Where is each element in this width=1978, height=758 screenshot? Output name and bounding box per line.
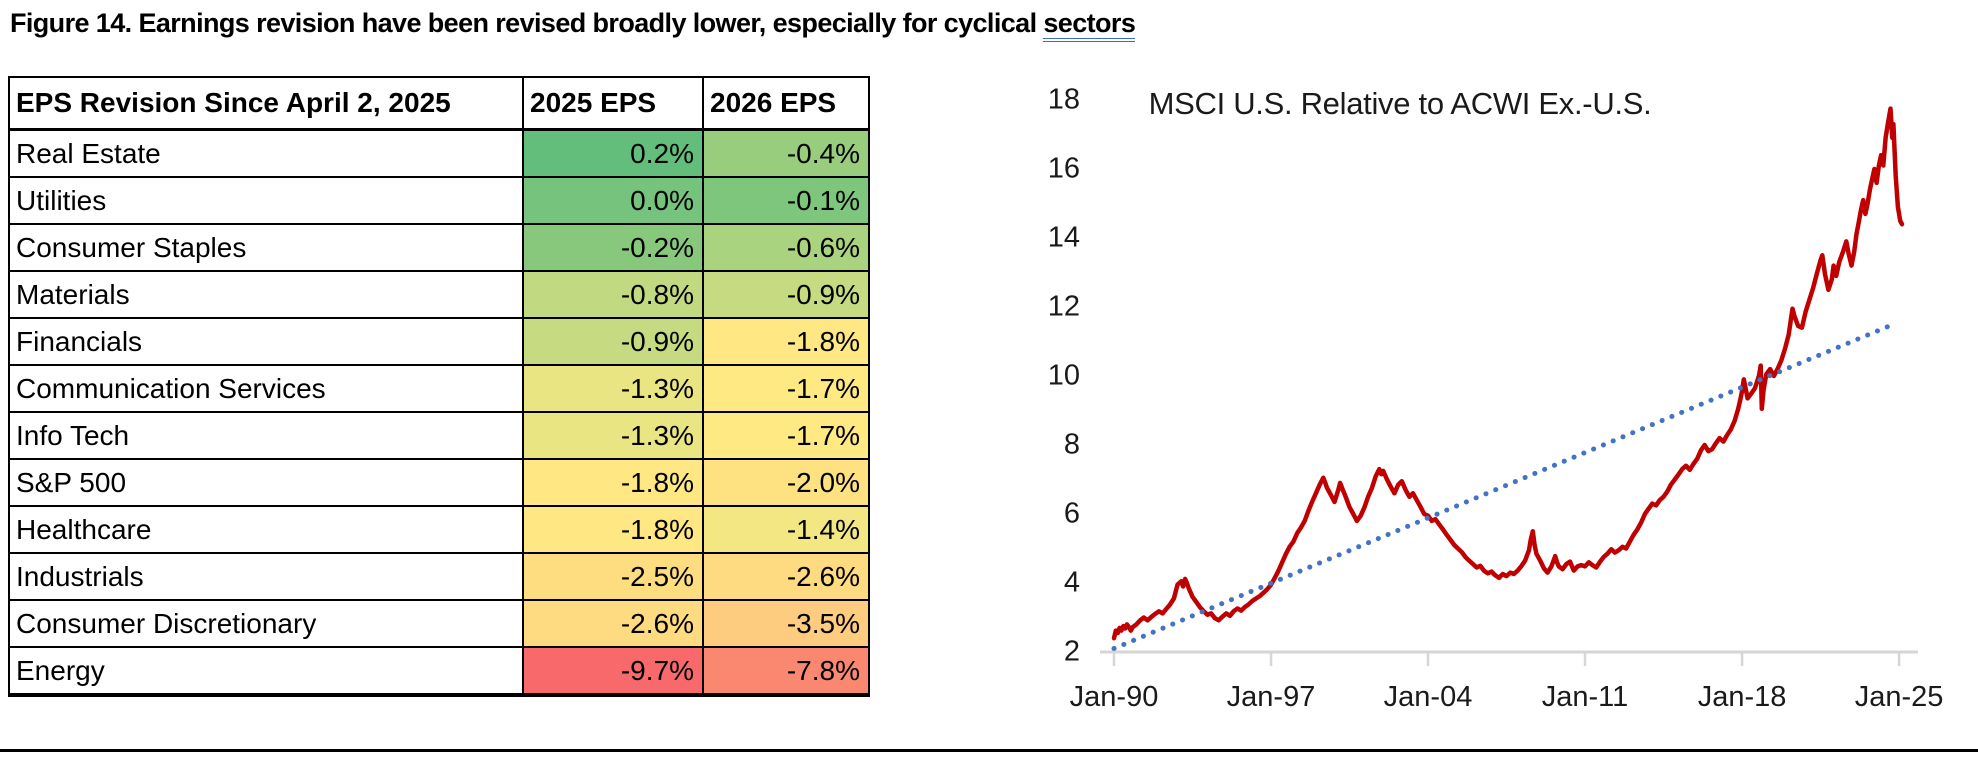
y-tick-label: 8 [1063,428,1080,461]
table-row: Financials -0.9% -1.8% [8,317,870,366]
eps-2026-value: -0.6% [702,223,870,272]
x-tick-label: Jan-97 [1226,681,1316,713]
table-row: S&P 500 -1.8% -2.0% [8,458,870,507]
x-tick-label: Jan-18 [1697,681,1787,713]
sector-name: Communication Services [8,364,524,413]
x-tick-label: Jan-11 [1541,681,1629,713]
y-tick-label: 4 [1063,566,1080,599]
table-row: Healthcare -1.8% -1.4% [8,505,870,554]
y-tick-label: 18 [1047,83,1080,116]
y-tick-label: 14 [1047,221,1080,254]
eps-2025-value: 0.0% [522,176,704,225]
x-tick-label: Jan-90 [1069,681,1159,713]
table-row: Real Estate 0.2% -0.4% [8,128,870,178]
figure-title-underlined-word: sectors [1043,8,1136,42]
eps-revision-table: EPS Revision Since April 2, 2025 2025 EP… [8,76,870,697]
eps-2026-value: -2.6% [702,552,870,601]
x-tick-label: Jan-04 [1383,681,1473,713]
eps-2026-value: -3.5% [702,599,870,648]
eps-2025-value: -1.8% [522,505,704,554]
sector-name: Financials [8,317,524,366]
trend-line-series [1111,321,1896,651]
eps-2025-value: -1.3% [522,411,704,460]
sector-name: S&P 500 [8,458,524,507]
x-tick-label: Jan-25 [1854,681,1944,713]
sector-name: Utilities [8,176,524,225]
eps-2026-value: -0.1% [702,176,870,225]
eps-2026-value: -0.4% [702,128,870,178]
figure-title-text: Figure 14. Earnings revision have been r… [10,8,1044,38]
chart-title: MSCI U.S. Relative to ACWI Ex.-U.S. [1148,86,1652,121]
table-header-row: EPS Revision Since April 2, 2025 2025 EP… [8,76,870,131]
eps-2025-value: -2.5% [522,552,704,601]
eps-2025-value: -1.8% [522,458,704,507]
y-tick-label: 6 [1063,497,1080,530]
sector-name: Materials [8,270,524,319]
figure-title: Figure 14. Earnings revision have been r… [10,8,1136,42]
eps-2026-value: -2.0% [702,458,870,507]
eps-2026-value: -1.7% [702,411,870,460]
sector-name: Energy [8,646,524,697]
column-header-2026-eps: 2026 EPS [702,76,870,131]
sector-name: Info Tech [8,411,524,460]
eps-2025-value: -0.9% [522,317,704,366]
eps-2025-value: -2.6% [522,599,704,648]
eps-2025-value: -9.7% [522,646,704,697]
sector-name: Real Estate [8,128,524,178]
table-row: Utilities 0.0% -0.1% [8,176,870,225]
column-header-2025-eps: 2025 EPS [522,76,704,131]
relative-ratio-series [1111,106,1905,641]
eps-2026-value: -1.7% [702,364,870,413]
table-row: Consumer Staples -0.2% -0.6% [8,223,870,272]
table-row: Materials -0.8% -0.9% [8,270,870,319]
sector-name: Consumer Staples [8,223,524,272]
sector-name: Industrials [8,552,524,601]
y-tick-label: 12 [1047,290,1080,323]
table-row: Info Tech -1.3% -1.7% [8,411,870,460]
y-tick-label: 2 [1063,635,1080,668]
table-row: Energy -9.7% -7.8% [8,646,870,697]
table-row: Communication Services -1.3% -1.7% [8,364,870,413]
sector-name: Consumer Discretionary [8,599,524,648]
eps-table-body: Real Estate 0.2% -0.4% Utilities 0.0% -0.1% Co… [8,128,870,697]
eps-2026-value: -7.8% [702,646,870,697]
y-tick-label: 16 [1047,152,1080,185]
eps-2025-value: -1.3% [522,364,704,413]
eps-2025-value: -0.8% [522,270,704,319]
eps-2026-value: -1.4% [702,505,870,554]
eps-2026-value: -1.8% [702,317,870,366]
y-tick-label: 10 [1047,359,1080,392]
eps-2026-value: -0.9% [702,270,870,319]
eps-2025-value: -0.2% [522,223,704,272]
sector-name: Healthcare [8,505,524,554]
table-row: Industrials -2.5% -2.6% [8,552,870,601]
eps-2025-value: 0.2% [522,128,704,178]
page-bottom-rule [0,749,1978,752]
column-header-sector: EPS Revision Since April 2, 2025 [8,76,524,131]
table-row: Consumer Discretionary -2.6% -3.5% [8,599,870,648]
